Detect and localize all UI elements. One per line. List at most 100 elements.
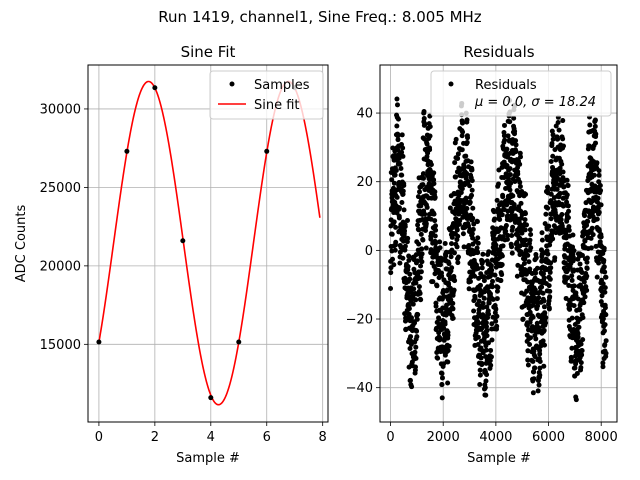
residual-point [413,344,419,350]
residual-point [558,217,564,223]
residual-point [421,116,427,122]
residual-point [578,360,584,366]
residual-point [482,385,488,391]
residual-point [528,231,534,237]
residual-point [452,160,458,166]
residual-point [569,277,575,283]
residual-point [471,308,477,314]
residual-point [408,334,414,340]
residual-point [445,380,451,386]
residual-point [443,249,449,255]
residual-point [584,259,590,265]
residual-point [469,187,475,193]
residual-point [570,232,576,238]
residual-point [388,285,394,291]
residual-point [439,382,445,388]
x-tick-label: 0 [386,430,394,445]
residual-point [517,179,523,185]
residual-point [484,333,490,339]
residual-point [509,232,515,238]
residual-point [489,267,495,273]
residual-point [445,332,451,338]
residual-point [402,224,408,230]
residual-point [401,207,407,213]
residual-point [476,298,482,304]
residual-point [464,117,470,123]
residual-point [598,202,604,208]
residual-point [547,276,553,282]
residual-point [533,270,539,276]
residual-point [489,337,495,343]
residual-point [400,255,406,261]
residual-point [459,186,465,192]
residual-point [471,221,477,227]
residual-point [452,278,458,284]
residual-point [475,341,481,347]
residual-point [588,245,594,251]
residual-point [474,245,480,251]
residual-point [550,132,556,138]
residual-point [579,352,585,358]
residual-point [596,209,602,215]
residual-point [416,241,422,247]
residual-point [578,364,584,370]
residual-point [536,295,542,301]
residual-point [393,168,399,174]
residual-point [571,303,577,309]
residual-point [420,237,426,243]
residual-point [421,175,426,181]
residual-point [559,161,565,167]
residuals-y-ticks: −40 −20 0 20 40 [346,107,380,396]
sample-point [152,85,158,91]
residual-point [464,171,470,176]
residual-point [419,246,425,252]
residual-point [389,177,395,183]
residual-point [499,272,505,278]
residual-point [536,382,542,388]
residual-point [480,258,486,264]
residual-point [527,342,533,348]
residual-point [444,266,450,272]
residual-point [445,359,451,365]
residual-point [571,267,577,273]
residual-point [407,276,413,282]
residual-point [586,143,592,149]
residual-point [397,260,403,266]
residual-point [460,129,466,135]
residuals-panel: Residuals 0 2000 4000 6000 8000 −40−2002040 … [346,43,618,466]
residual-point [584,273,590,279]
residual-point [467,199,473,205]
residual-point [561,184,567,190]
residual-point [597,183,603,189]
residual-point [569,345,575,351]
residual-point [455,151,461,157]
residual-point [459,147,465,153]
residual-point [543,211,549,217]
residual-point [603,338,609,344]
residual-point [514,240,520,246]
residual-point [445,348,451,354]
residual-point [450,315,456,321]
residual-point [481,274,487,280]
residual-point [418,263,424,269]
residual-point [602,289,608,295]
residual-point [412,349,418,355]
residual-point [423,221,429,227]
residual-point [560,169,566,175]
residual-point [494,313,500,319]
residual-point [579,252,585,258]
residual-point [511,201,517,207]
residual-point [594,216,600,222]
residual-point [414,258,420,264]
residual-point [390,256,396,262]
residual-point [574,370,580,376]
residual-point [480,251,486,257]
residual-point [413,364,418,370]
residual-point [493,306,499,312]
residual-point [577,307,583,313]
residual-point [575,334,581,340]
residual-point [431,211,437,217]
residual-point [469,167,475,173]
residual-point [432,189,438,195]
residual-point [547,288,553,294]
